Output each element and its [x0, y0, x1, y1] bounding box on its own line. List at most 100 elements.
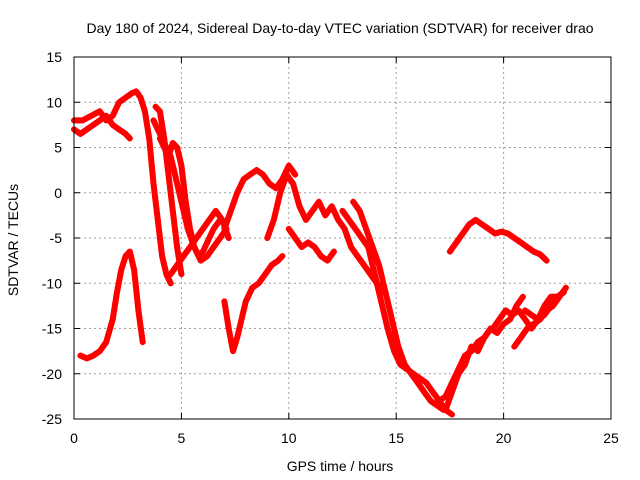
data-point	[170, 215, 177, 222]
data-point	[296, 203, 303, 210]
x-tick-label: 10	[281, 430, 297, 446]
data-point	[223, 218, 230, 225]
data-point	[227, 334, 234, 341]
y-tick-label: -5	[50, 230, 63, 246]
y-tick-label: 0	[54, 185, 62, 201]
data-point	[345, 236, 352, 243]
data-point	[270, 216, 277, 223]
data-point	[235, 327, 242, 334]
series-track-10	[264, 171, 387, 296]
data-point	[171, 171, 178, 178]
data-point	[392, 332, 399, 339]
data-point	[559, 290, 566, 297]
data-point	[139, 100, 146, 107]
data-point	[144, 124, 151, 131]
data-point	[224, 231, 231, 238]
data-point	[384, 325, 391, 332]
data-point	[393, 353, 400, 360]
data-point	[159, 124, 166, 131]
data-point	[367, 254, 374, 261]
data-point	[279, 253, 286, 260]
data-point	[113, 294, 120, 301]
data-point	[452, 377, 459, 384]
series-track-3	[77, 248, 146, 362]
data-point	[330, 248, 337, 255]
data-point	[447, 410, 454, 417]
data-point	[131, 266, 138, 273]
data-point	[109, 316, 116, 323]
data-point	[461, 361, 468, 368]
data-point	[241, 305, 248, 312]
data-point	[156, 107, 163, 114]
data-point	[157, 238, 164, 245]
data-point	[476, 345, 483, 352]
data-point	[230, 200, 237, 207]
data-point	[225, 325, 232, 332]
data-point	[183, 204, 190, 211]
data-point	[368, 240, 375, 247]
data-point	[127, 252, 134, 259]
data-point	[247, 287, 254, 294]
data-point	[107, 325, 114, 332]
x-tick-label: 0	[70, 430, 78, 446]
data-point	[380, 309, 387, 316]
series-track-16	[446, 216, 550, 264]
data-point	[477, 342, 484, 349]
data-point	[272, 211, 279, 218]
data-point	[166, 178, 173, 185]
data-point	[449, 411, 456, 418]
data-point	[297, 206, 304, 213]
y-tick-label: 15	[46, 49, 62, 65]
data-point	[184, 209, 191, 216]
data-point	[161, 263, 168, 270]
data-point	[141, 108, 148, 115]
data-point	[149, 171, 156, 178]
data-point	[400, 358, 407, 365]
series-track-19	[522, 289, 567, 323]
data-point	[241, 301, 248, 308]
data-point	[137, 320, 144, 327]
data-point	[391, 327, 398, 334]
data-point	[108, 320, 115, 327]
data-point	[228, 339, 235, 346]
data-point	[132, 274, 139, 281]
data-point	[328, 203, 335, 210]
plot-frame	[73, 56, 612, 420]
data-point	[275, 195, 282, 202]
data-point	[230, 345, 237, 352]
data-point	[178, 271, 185, 278]
data-point	[104, 334, 111, 341]
data-point	[388, 339, 395, 346]
data-point	[208, 231, 215, 238]
data-point	[171, 222, 178, 229]
data-point	[242, 298, 249, 305]
data-point	[165, 171, 172, 178]
data-point	[560, 289, 567, 296]
data-point	[133, 291, 140, 298]
data-point	[225, 215, 232, 222]
data-point	[136, 313, 143, 320]
data-point	[246, 290, 253, 297]
data-point	[292, 189, 299, 196]
y-tick-label: -15	[42, 321, 62, 337]
data-point	[274, 200, 281, 207]
data-point	[386, 305, 393, 312]
data-point	[113, 289, 120, 296]
data-point	[166, 150, 173, 157]
data-point	[231, 342, 238, 349]
data-point	[236, 184, 243, 191]
data-point	[138, 332, 145, 339]
data-point	[140, 102, 147, 109]
series-track-11	[285, 225, 337, 264]
data-point	[219, 216, 226, 223]
data-point	[344, 233, 351, 240]
data-point	[399, 354, 406, 361]
data-point	[239, 178, 246, 185]
data-point	[295, 198, 302, 205]
data-point	[235, 187, 242, 194]
data-point	[265, 231, 272, 238]
data-point	[236, 323, 243, 330]
series-track-13	[350, 198, 447, 413]
data-point	[175, 151, 182, 158]
data-point	[114, 101, 121, 108]
